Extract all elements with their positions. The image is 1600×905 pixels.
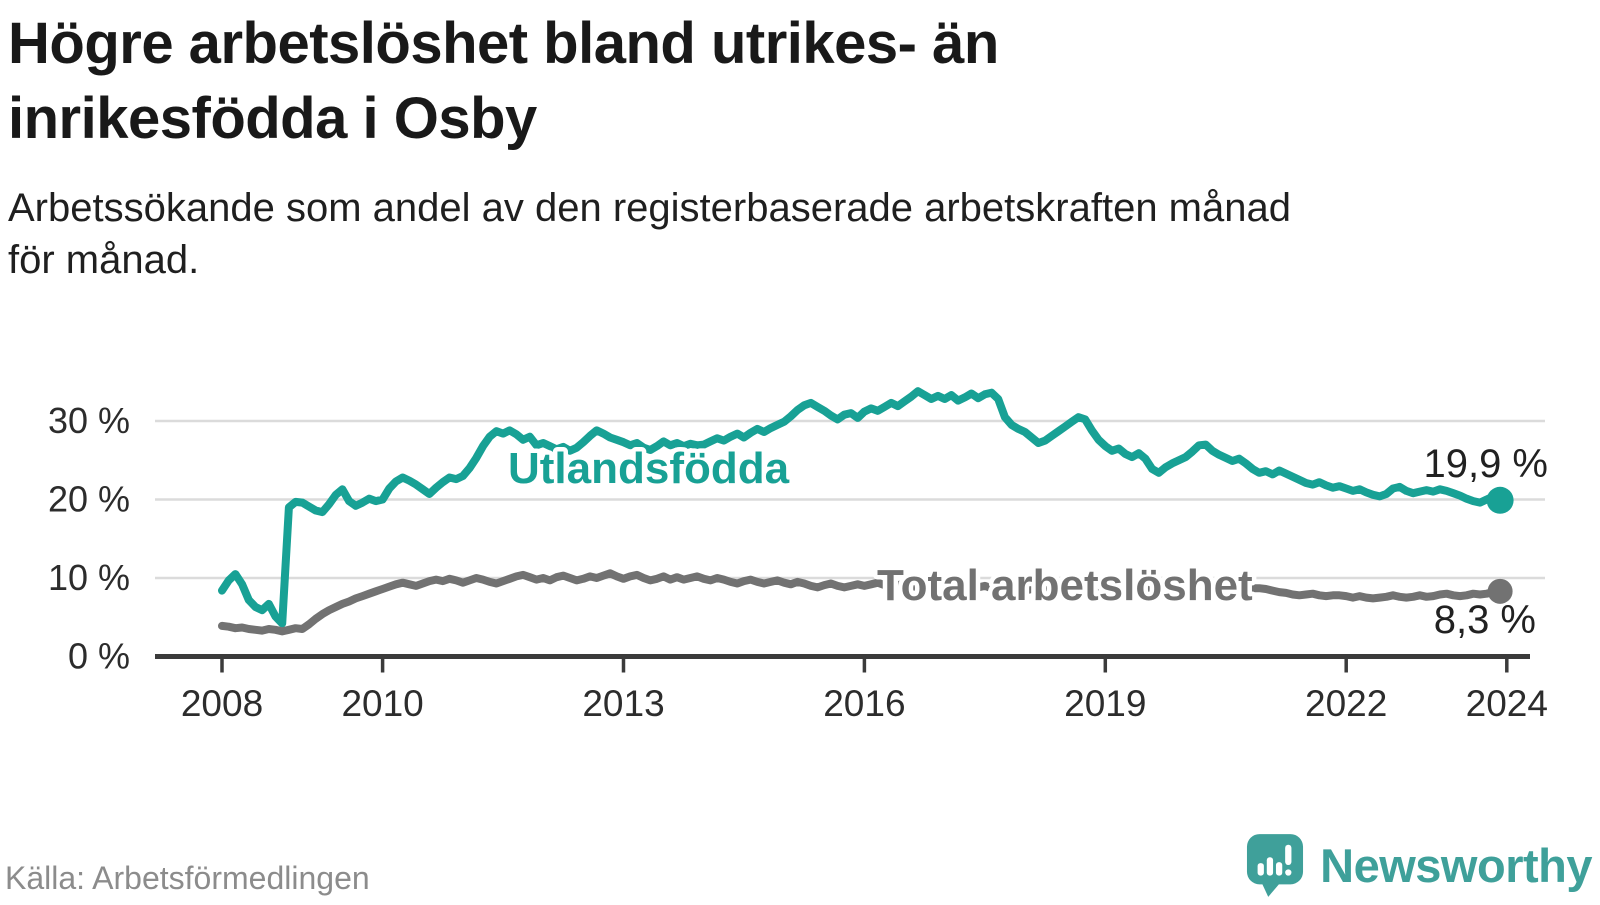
x-tick-label-2013: 2013 [582, 683, 664, 724]
page-title: Högre arbetslöshet bland utrikes- än inr… [8, 6, 999, 156]
end-dot-utlandsfodda [1486, 486, 1514, 514]
x-tick-label-2024: 2024 [1466, 683, 1548, 724]
subtitle-line-1: Arbetssökande som andel av den registerb… [8, 186, 1291, 230]
x-tick-label-2008: 2008 [181, 683, 263, 724]
logo-bar-3 [1276, 862, 1283, 876]
source-note: Källa: Arbetsförmedlingen [5, 860, 370, 896]
title-line-2: inrikesfödda i Osby [8, 86, 537, 151]
y-tick-label-10: 10 % [48, 557, 130, 598]
series-line-utlandsfodda [218, 387, 1505, 628]
x-tick-label-2022: 2022 [1305, 683, 1387, 724]
logo-bar-2 [1266, 857, 1274, 876]
series-label-total: Total arbetslöshet [877, 561, 1253, 610]
series-label-utlandsfodda: Utlandsfödda [508, 444, 790, 493]
end-dot-total [1487, 578, 1513, 604]
x-tick-label-2019: 2019 [1064, 683, 1146, 724]
logo-exclamation-bar [1285, 844, 1292, 865]
y-tick-label-20: 20 % [48, 479, 130, 520]
chart-subtitle: Arbetssökande som andel av den registerb… [8, 182, 1291, 286]
logo-exclamation-dot [1285, 869, 1292, 876]
logo-bar-1 [1257, 863, 1265, 876]
newsworthy-logo: Newsworthy [1246, 832, 1592, 898]
y-tick-label-0: 0 % [68, 636, 130, 677]
newsworthy-wordmark: Newsworthy [1320, 838, 1592, 892]
x-tick-label-2010: 2010 [341, 683, 423, 724]
series-line-total [218, 569, 1505, 636]
end-value-label-total: 8,3 % [1434, 598, 1536, 642]
title-line-1: Högre arbetslöshet bland utrikes- än [8, 11, 999, 76]
end-value-label-utlandsfodda: 19,9 % [1423, 442, 1548, 486]
subtitle-line-2: för månad. [8, 238, 200, 282]
x-tick-label-2016: 2016 [823, 683, 905, 724]
y-tick-label-30: 30 % [48, 400, 130, 441]
newsworthy-logo-icon [1247, 834, 1304, 897]
